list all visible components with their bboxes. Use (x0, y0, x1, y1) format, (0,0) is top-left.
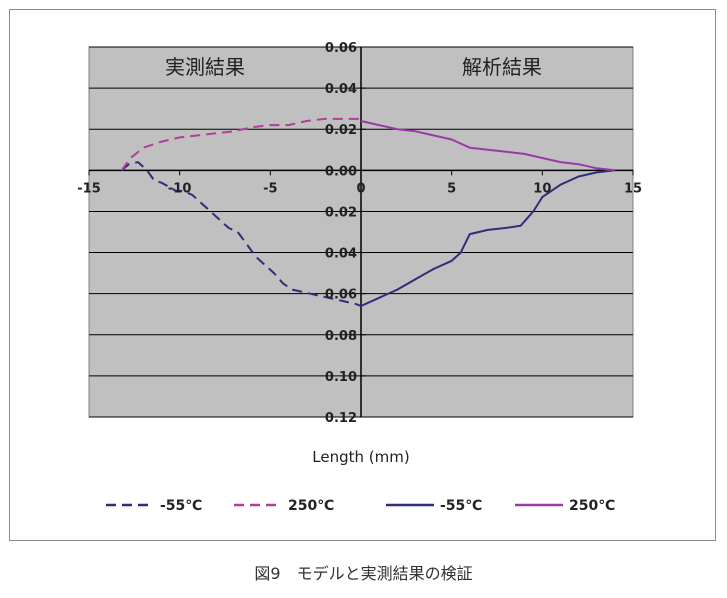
figure-caption: 図9 モデルと実測結果の検証 (254, 564, 473, 583)
x-tick-label-6: 15 (624, 181, 642, 196)
series-line-0 (120, 161, 362, 307)
series-line-3 (360, 120, 616, 172)
legend-label-1: 250℃ (288, 498, 334, 514)
x-tick-label-3: 0 (356, 181, 365, 196)
x-tick-label-2: -5 (263, 181, 277, 196)
y-tick-label-5: 0.04 (325, 247, 357, 262)
legend-label-3: 250℃ (569, 498, 615, 514)
y-tick-label-3: 0.00 (325, 164, 357, 179)
x-tick-label-1: -10 (168, 181, 192, 196)
tick-labels: -15 -10 -5 0 5 10 15 0.06 0.04 0.02 0.00 0.02 0.04 0.… (77, 41, 642, 426)
y-tick-label-2: 0.02 (325, 123, 357, 138)
axes (88, 46, 634, 418)
series-line-1 (120, 117, 361, 171)
y-tick-label-1: 0.04 (325, 82, 357, 97)
y-tick-label-8: 0.10 (325, 370, 357, 385)
series-line-2 (360, 169, 616, 307)
region-label-measured: 実測結果 (165, 55, 245, 79)
y-tick-label-4: 0.02 (325, 205, 357, 220)
y-tick-label-0: 0.06 (325, 41, 357, 56)
legend-label-0: -55℃ (160, 498, 202, 514)
x-tick-label-0: -15 (77, 181, 101, 196)
legend-label-2: -55℃ (440, 498, 482, 514)
x-tick-label-4: 5 (447, 181, 456, 196)
y-tick-label-9: 0.12 (325, 411, 357, 426)
x-tick-label-5: 10 (533, 181, 551, 196)
legend: -55℃ 250℃ -55℃ 250℃ (106, 498, 615, 514)
series-lines (120, 117, 616, 307)
region-label-analysis: 解析結果 (462, 55, 542, 79)
x-axis-label: Length (mm) (312, 448, 409, 466)
y-tick-label-6: 0.06 (325, 288, 357, 303)
y-tick-label-7: 0.08 (325, 329, 357, 344)
